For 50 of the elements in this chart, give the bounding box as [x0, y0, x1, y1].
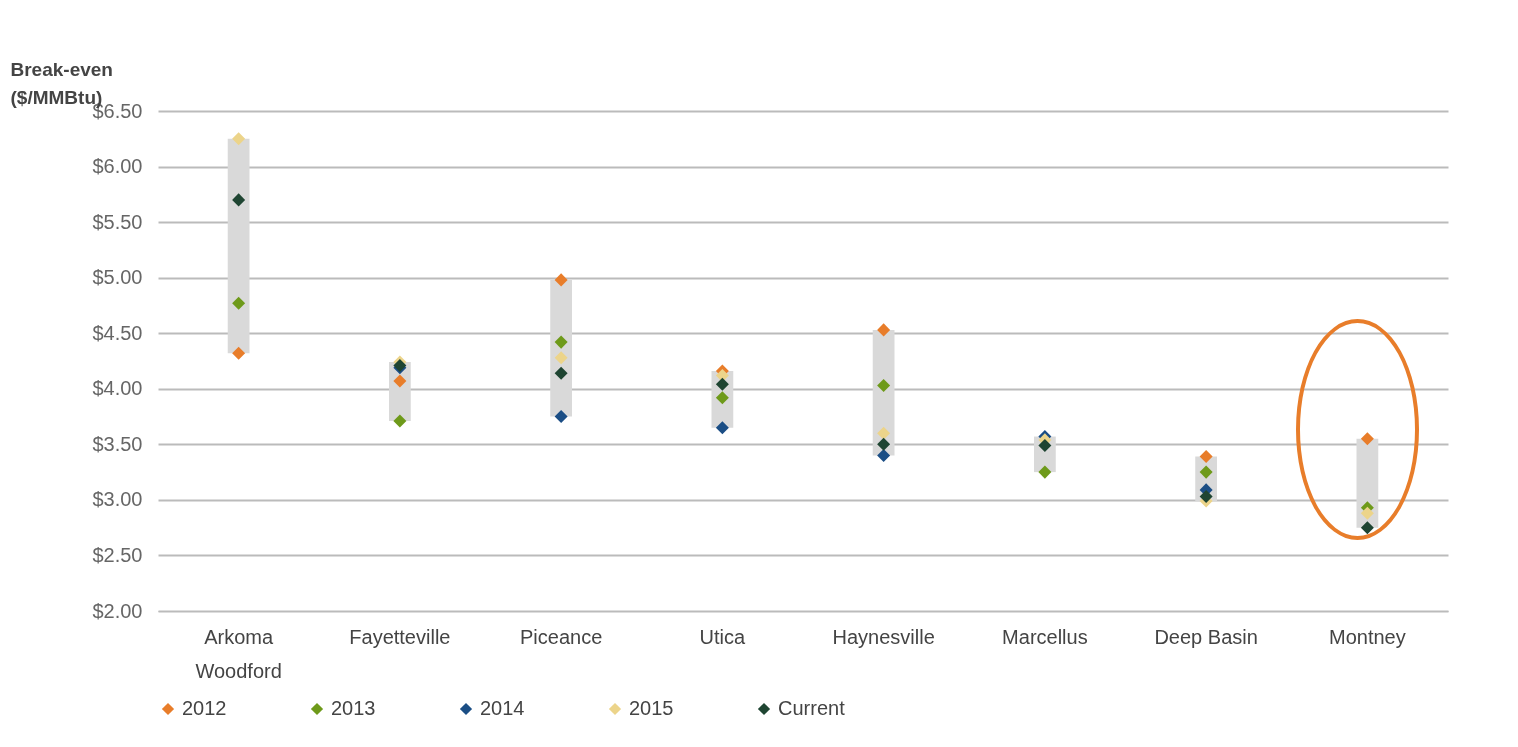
legend-label: 2015 — [629, 697, 674, 719]
bar — [227, 138, 250, 354]
point — [1199, 450, 1213, 464]
y-tick-label: $2.00 — [92, 599, 143, 622]
x-tick-label: Piceance — [519, 625, 603, 648]
point — [554, 410, 568, 424]
point — [232, 132, 246, 146]
point — [1038, 465, 1052, 479]
point — [877, 437, 891, 451]
point — [1360, 521, 1374, 535]
point — [877, 426, 891, 440]
point — [554, 351, 568, 365]
point — [1360, 506, 1374, 520]
point — [715, 421, 729, 435]
point — [1199, 490, 1213, 504]
x-tick-label: Deep Basin — [1154, 625, 1258, 648]
point — [232, 346, 246, 360]
point — [232, 193, 246, 207]
y-tick-label: $2.50 — [92, 543, 143, 566]
x-tick-label: Haynesville — [832, 625, 935, 648]
y-tick-label: $5.50 — [92, 210, 143, 233]
point — [393, 414, 407, 428]
legend-label: 2013 — [331, 697, 376, 719]
x-tick-label: Marcellus — [1002, 625, 1088, 648]
y-tick-label: $4.00 — [92, 377, 143, 400]
point — [1038, 438, 1052, 452]
point — [554, 273, 568, 287]
legend-label: Current — [778, 697, 846, 719]
legend-label: 2014 — [480, 697, 525, 719]
x-tick-label: Fayetteville — [349, 625, 451, 648]
legend-label: 2012 — [182, 697, 227, 719]
point — [715, 368, 729, 382]
y-tick-label: $6.00 — [92, 155, 143, 178]
point — [393, 374, 407, 388]
x-tick-label: Montney — [1329, 625, 1406, 648]
x-tick-label: Utica — [699, 625, 747, 648]
point — [715, 377, 729, 391]
point — [554, 366, 568, 380]
point — [1360, 432, 1374, 446]
y-tick-label: $3.00 — [92, 488, 143, 511]
y-tick-label: $5.00 — [92, 266, 143, 289]
point — [877, 323, 891, 337]
point — [554, 335, 568, 349]
point — [877, 448, 891, 462]
y-tick-label: $3.50 — [92, 432, 143, 455]
point — [715, 391, 729, 405]
point — [877, 378, 891, 392]
x-tick-label: Arkoma Woodford — [195, 625, 282, 682]
point — [232, 296, 246, 310]
y-tick-label: $4.50 — [92, 321, 143, 344]
